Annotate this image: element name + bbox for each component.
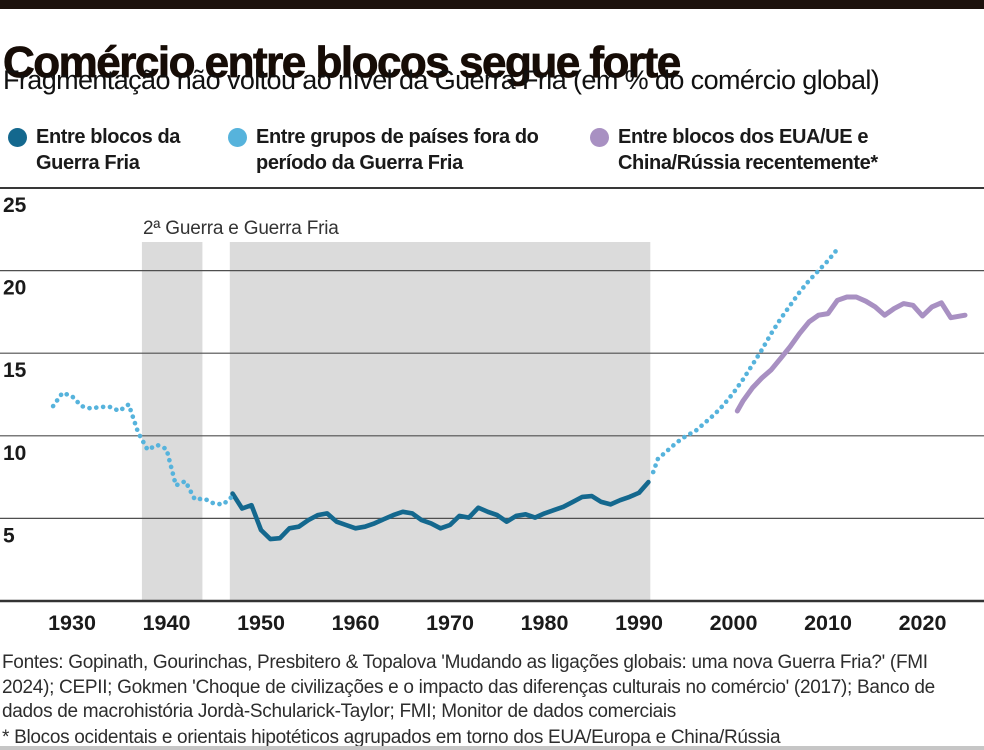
x-tick-label-2020: 2020 <box>899 611 947 635</box>
band-annotation: 2ª Guerra e Guerra Fria <box>143 218 339 239</box>
series-line-3 <box>734 294 968 414</box>
top-border-strip <box>0 0 984 9</box>
legend-label: Entre grupos de países fora do período d… <box>256 126 539 174</box>
sources-text: Fontes: Gopinath, Gourinchas, Presbitero… <box>2 652 935 722</box>
x-tick-label-1970: 1970 <box>426 611 474 635</box>
chart-svg: 25 20 15 10 5 1930 1940 1950 1960 1970 1980 1990 200… <box>0 187 984 635</box>
legend-dot-light-blue <box>228 128 247 147</box>
x-tick-label-1980: 1980 <box>521 611 569 635</box>
page-title: Comércio entre blocos segue forte <box>3 38 682 88</box>
chart-footer: Fontes: Gopinath, Gourinchas, Presbitero… <box>2 651 982 750</box>
series-line-2 <box>650 246 840 475</box>
legend-dot-dark-blue <box>8 128 27 147</box>
x-tick-label-2000: 2000 <box>710 611 758 635</box>
x-tick-label-2010: 2010 <box>804 611 852 635</box>
y-tick-label-25: 25 <box>3 194 27 217</box>
x-tick-label-1930: 1930 <box>48 611 96 635</box>
legend-label: Entre blocos da Guerra Fria <box>36 126 181 174</box>
x-tick-label-1990: 1990 <box>615 611 663 635</box>
period-band-ww2 <box>141 242 203 601</box>
x-tick-label-1940: 1940 <box>143 611 191 635</box>
legend-item-fora-do-periodo: Entre grupos de países fora do período d… <box>228 124 539 176</box>
footnote-text: * Blocos ocidentais e orientais hipotéti… <box>2 726 781 748</box>
y-tick-label-10: 10 <box>3 442 26 465</box>
series-line-1 <box>50 390 235 507</box>
page-subtitle: Fragmentação não voltou ao nível da Guer… <box>3 65 880 95</box>
chart-legend: Entre blocos da Guerra Fria Entre grupos… <box>0 124 984 184</box>
bottom-border-strip <box>0 746 984 750</box>
legend-label: Entre blocos dos EUA/UE e China/Rússia r… <box>618 126 878 174</box>
period-band-cold-war <box>229 242 651 601</box>
legend-item-guerra-fria: Entre blocos da Guerra Fria <box>8 124 180 176</box>
y-tick-label-5: 5 <box>3 524 15 547</box>
series-line-0 <box>230 479 651 542</box>
y-tick-label-15: 15 <box>3 359 27 382</box>
legend-dot-purple <box>590 128 609 147</box>
y-tick-label-20: 20 <box>3 277 26 300</box>
x-tick-label-1950: 1950 <box>237 611 285 635</box>
x-tick-label-1960: 1960 <box>332 611 380 635</box>
legend-item-eua-china: Entre blocos dos EUA/UE e China/Rússia r… <box>590 124 878 176</box>
